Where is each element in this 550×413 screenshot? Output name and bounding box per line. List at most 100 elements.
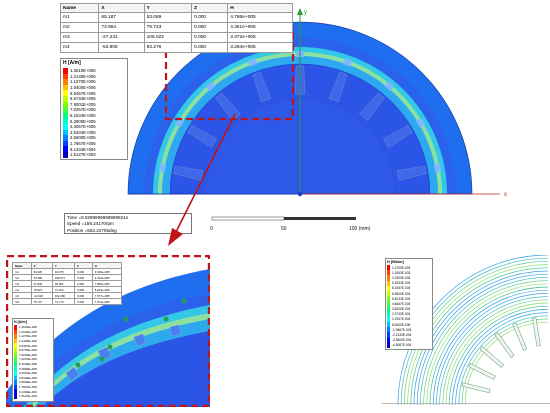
legend-entry: 1.7867E+005 bbox=[63, 140, 125, 147]
stator-tooth bbox=[433, 163, 442, 173]
flux-line bbox=[397, 255, 549, 406]
legend-value: 1.1270E+006 bbox=[70, 79, 96, 85]
marker-table: Name X Y Z H m1 65.187 53.069 0.000 4.786e+0… bbox=[59, 3, 293, 53]
legend-swatch bbox=[14, 389, 17, 394]
color-legend: H [A/m] 1.3610E+006 1.2140E+006 1.1270E+00… bbox=[60, 58, 128, 160]
x-axis-label: x bbox=[504, 192, 507, 198]
legend-swatch bbox=[63, 118, 68, 124]
scale-label-0: 0 bbox=[210, 226, 213, 232]
legend-value: 1.5127E+003 bbox=[70, 152, 96, 158]
scale-label-100: 100 (mm) bbox=[349, 226, 371, 232]
flux-line bbox=[452, 309, 549, 406]
legend-entry: 5.2800E+005 bbox=[63, 118, 125, 124]
table-row: m1 65.187 53.069 0.000 4.786e+005 bbox=[59, 12, 293, 23]
table-row: m4 78.921 72.160 0.000 8.024e+005 bbox=[12, 286, 123, 293]
legend-value: 1.2267E-004 bbox=[392, 317, 411, 322]
legend-swatch bbox=[63, 135, 68, 141]
flux-slots bbox=[461, 317, 541, 394]
flux-slot bbox=[512, 322, 528, 351]
stator-tooth bbox=[247, 58, 258, 67]
rotor-slot bbox=[383, 125, 413, 148]
legend-entry: 1.5127E+003 bbox=[63, 151, 125, 158]
legend-value: 1.2140E+006 bbox=[19, 329, 37, 334]
legend-entry: 1.5127E+003 bbox=[14, 393, 52, 399]
inset-legend-title: H [A/m] bbox=[14, 320, 27, 324]
legend-value: 1.0400E+006 bbox=[70, 85, 96, 91]
legend-entry: 3.5334E+005 bbox=[63, 129, 125, 136]
legend-entry: 2.6600E+005 bbox=[63, 135, 125, 141]
flux-line bbox=[426, 283, 549, 406]
flux-line bbox=[413, 270, 549, 406]
legend-entry: 1.2267E-004 bbox=[387, 316, 431, 323]
legend-swatch bbox=[14, 347, 17, 353]
legend-value: 3.5200E-004 bbox=[392, 307, 411, 312]
legend-value: 4.6667E-004 bbox=[392, 301, 411, 306]
legend-value: 5.2800E+005 bbox=[19, 366, 37, 371]
stator-tooth bbox=[205, 81, 216, 91]
legend-value: 6.1534E+005 bbox=[70, 113, 96, 119]
legend-value: -2.2133E-004 bbox=[392, 333, 412, 338]
legend-entry: 1.3610E+006 bbox=[63, 68, 125, 74]
legend-swatch bbox=[387, 290, 390, 297]
flux-line bbox=[458, 315, 549, 406]
legend-value: 9.1334E+004 bbox=[19, 389, 37, 394]
legend-value: 9.5467E+005 bbox=[70, 90, 96, 96]
legend-value: 1.1270E+006 bbox=[19, 334, 37, 339]
flux-line bbox=[455, 312, 549, 406]
legend-entry: 1.0400E+006 bbox=[14, 338, 52, 344]
legend-entry: 4.6667E-004 bbox=[387, 301, 431, 307]
flux-line bbox=[410, 267, 549, 406]
zoom-inset-plot[interactable] bbox=[6, 255, 210, 407]
legend-swatch bbox=[14, 366, 17, 371]
legend-entry: 6.1534E+005 bbox=[14, 361, 52, 367]
legend-value: 2.6600E+005 bbox=[19, 380, 37, 385]
stator-tooth bbox=[384, 81, 395, 91]
legend-entry: -3.3600E-004 bbox=[387, 337, 431, 343]
legend-entry: 1.7867E+005 bbox=[14, 384, 52, 390]
legend-swatch bbox=[387, 301, 390, 307]
flux-line bbox=[400, 257, 549, 406]
legend-entry: 1.0400E+006 bbox=[63, 84, 125, 91]
legend-value: 9.1334E+004 bbox=[70, 146, 96, 152]
col-y: Y bbox=[143, 3, 193, 13]
table-row: m6 76.737 74.773 0.000 7.674e+005 bbox=[12, 298, 123, 305]
flux-line bbox=[439, 296, 549, 406]
table-row: m3 47.840 96.902 0.000 7.989e+005 bbox=[12, 280, 123, 287]
y-axis-label: y bbox=[304, 10, 307, 16]
legend-value: -1.0667E-004 bbox=[392, 327, 412, 332]
legend-value: 1.3610E+006 bbox=[70, 68, 96, 74]
legend-entry: 1.2140E+006 bbox=[63, 73, 125, 80]
legend-value: 1.1553E-003 bbox=[392, 270, 411, 275]
zoom-arrow bbox=[168, 113, 236, 246]
legend-value: 1.3610E+006 bbox=[19, 325, 37, 330]
legend-value: 1.0400E+006 bbox=[19, 339, 37, 344]
legend-value: 1.7867E+005 bbox=[70, 141, 96, 147]
inset-color-legend: H [A/m] 1.3610E+006 1.2140E+006 1.1270E+00… bbox=[12, 318, 54, 402]
legend-value: 8.1067E-004 bbox=[392, 286, 411, 291]
legend-swatch bbox=[14, 334, 17, 339]
legend-swatch bbox=[63, 146, 68, 152]
legend-swatch bbox=[387, 327, 390, 333]
col-x: X bbox=[98, 3, 145, 13]
legend-entry: 8.6734E+005 bbox=[63, 95, 125, 102]
legend-swatch bbox=[14, 361, 17, 367]
inset-rotor bbox=[42, 331, 210, 407]
legend-value: 6.9600E-004 bbox=[392, 291, 411, 296]
sim-time: Time =0.0299999999999921s bbox=[67, 215, 129, 220]
main-field-plot[interactable]: y x 0 50 100 (mm) bbox=[0, 0, 550, 250]
flux-slot bbox=[494, 332, 515, 358]
legend-value: 8.0000E-006 bbox=[392, 322, 411, 327]
legend-swatch bbox=[63, 84, 68, 91]
legend-swatch bbox=[63, 112, 68, 119]
legend-entry: 1.2140E+006 bbox=[14, 329, 52, 335]
legend-entry: 9.1334E+004 bbox=[14, 389, 52, 394]
legend-value: 1.7867E+005 bbox=[19, 385, 37, 390]
legend-swatch bbox=[387, 332, 390, 338]
table-row: m4 -53.805 93.276 0.000 3.284e+005 bbox=[59, 42, 293, 53]
stator-tooth bbox=[174, 117, 185, 128]
sim-position: Position =553.24705deg bbox=[67, 227, 117, 233]
legend-swatch bbox=[14, 380, 17, 385]
legend-swatch bbox=[387, 280, 390, 286]
legend-swatch bbox=[63, 95, 68, 102]
legend-entry: 8.6734E+005 bbox=[14, 347, 52, 353]
